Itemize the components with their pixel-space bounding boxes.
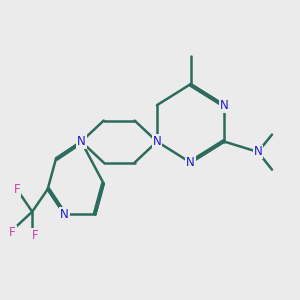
Text: N: N (77, 135, 86, 148)
Text: N: N (220, 99, 229, 112)
Text: N: N (153, 135, 161, 148)
Text: F: F (9, 226, 16, 239)
Text: F: F (14, 183, 20, 196)
Text: F: F (32, 229, 38, 242)
Text: N: N (186, 156, 195, 169)
Text: N: N (60, 208, 69, 221)
Text: N: N (254, 146, 262, 158)
